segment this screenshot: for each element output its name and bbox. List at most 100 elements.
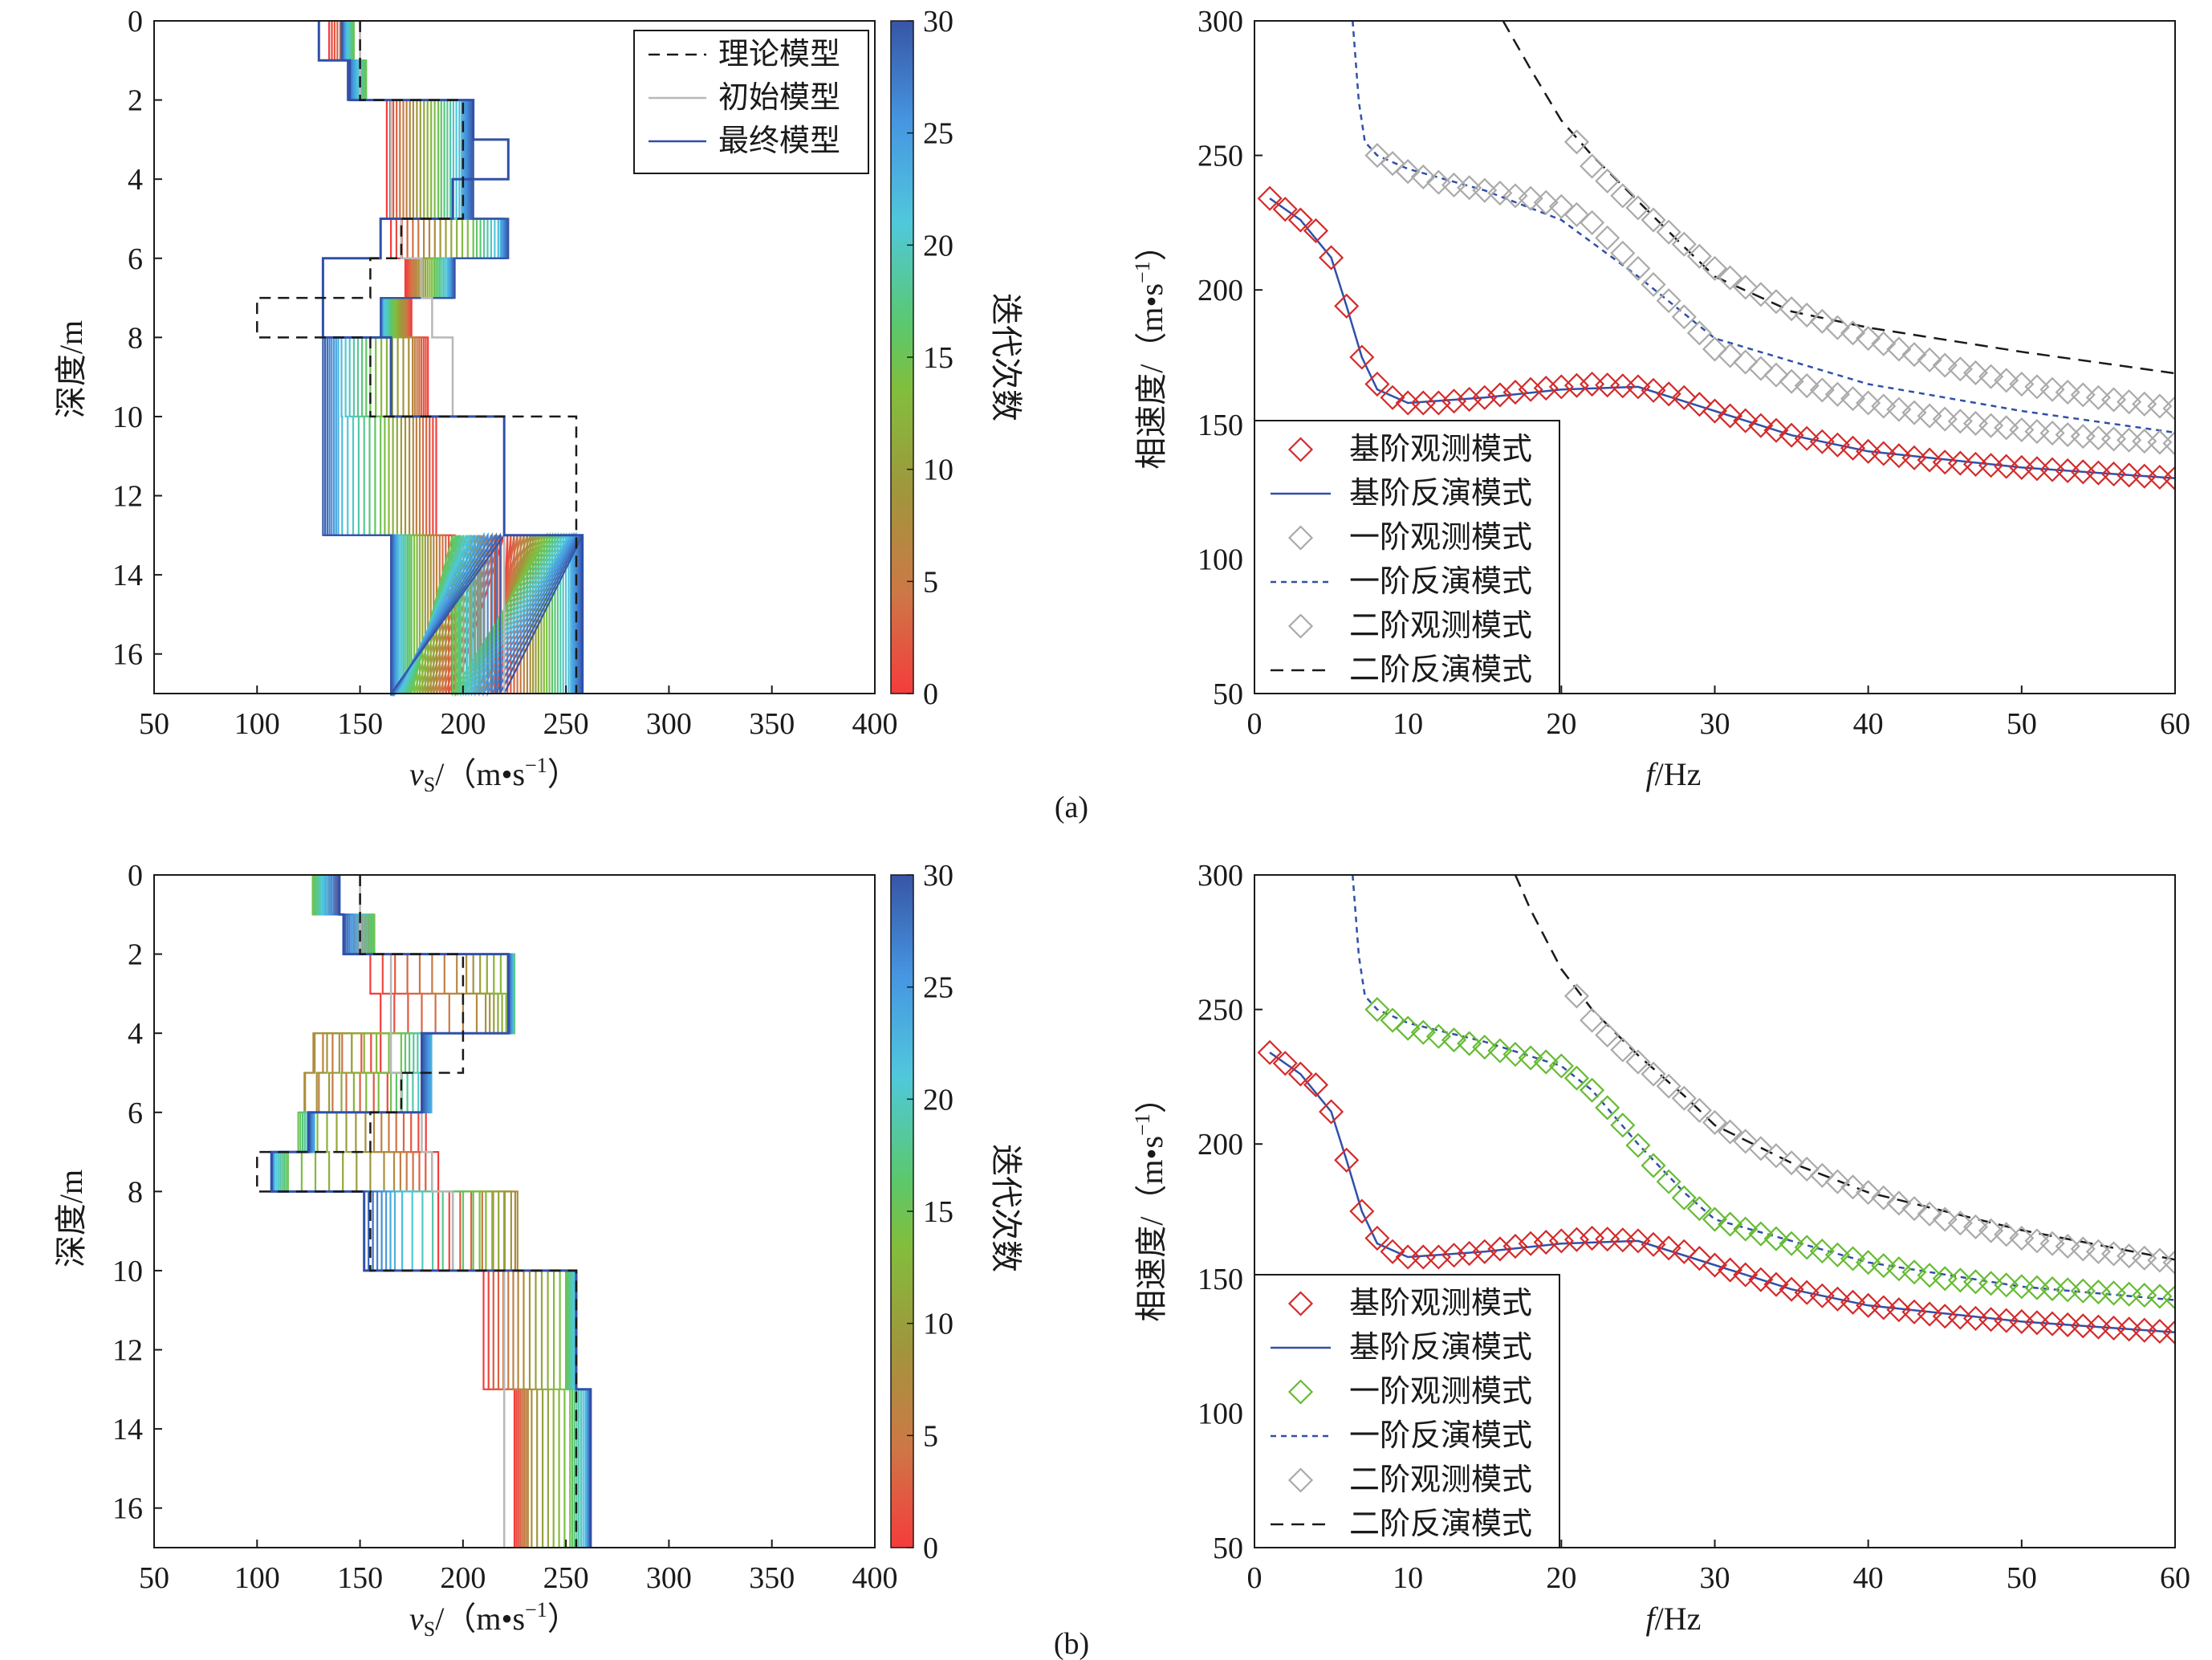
iteration-curve-19 (279, 875, 580, 1548)
profile-xlabel-var: v (409, 756, 424, 792)
data-point-marker (1947, 409, 1973, 434)
data-point-marker (1610, 373, 1636, 399)
data-point-marker (1871, 331, 1897, 356)
depth-profile-plot-b: 50 100 150 200 250 300 350 400 0 2 4 6 8 10 12 14 16 0 5 10… (112, 859, 954, 1595)
x-tick-label: 300 (646, 1561, 692, 1595)
x-tick-label: 250 (543, 1561, 589, 1595)
y-tick-label: 100 (1197, 543, 1243, 576)
y-tick-label: 50 (1213, 677, 1243, 711)
data-point-marker (2024, 1310, 2050, 1336)
data-point-marker (1962, 410, 1989, 437)
data-point-marker (1595, 372, 1620, 398)
disp-ylabel-b: 相速度/（m•s−1） (1131, 1081, 1169, 1321)
y-tick-label: 4 (128, 1017, 143, 1051)
data-point-marker (1380, 1239, 1405, 1264)
data-point-marker (1257, 1040, 1283, 1065)
data-point-marker (1794, 372, 1820, 399)
data-point-marker (1856, 325, 1881, 352)
data-point-marker (1518, 1045, 1543, 1071)
data-point-marker (2147, 1284, 2173, 1309)
data-point-marker (1733, 1216, 1759, 1242)
data-point-marker (1319, 245, 1344, 271)
y-tick-label: 300 (1197, 859, 1243, 893)
data-point-marker (2132, 429, 2157, 454)
data-point-marker (1763, 1271, 1789, 1297)
data-point-marker (1502, 183, 1528, 209)
data-point-marker (2132, 463, 2157, 489)
data-point-marker (1748, 1267, 1774, 1292)
data-point-marker (2085, 460, 2111, 486)
data-point-marker (1671, 304, 1697, 330)
disp-ylabel-sup: −1 (1131, 261, 1154, 283)
data-point-marker (1548, 193, 1574, 219)
data-point-marker (1763, 1143, 1789, 1169)
data-point-marker (1856, 390, 1881, 416)
x-tick-label: 30 (1700, 1561, 1730, 1595)
data-point-marker (2055, 380, 2080, 405)
data-point-marker (1548, 374, 1574, 400)
data-point-marker (1671, 1239, 1697, 1264)
colorbar-tick-label: 20 (923, 1083, 954, 1117)
data-point-marker (1779, 1231, 1804, 1256)
data-point-marker (2162, 430, 2175, 456)
data-point-marker (2085, 1239, 2111, 1264)
data-point-marker (1671, 1085, 1697, 1111)
data-point-marker (2055, 1312, 2080, 1338)
data-point-marker (1625, 1133, 1651, 1158)
data-point-marker (2024, 1275, 2050, 1300)
data-point-marker (1502, 380, 1528, 405)
data-point-marker (1809, 377, 1835, 403)
data-point-marker (1364, 143, 1390, 169)
data-point-marker (2070, 1236, 2096, 1262)
data-point-marker (1978, 453, 2004, 478)
data-point-marker (2132, 391, 2157, 417)
y-tick-label: 200 (1197, 1128, 1243, 1162)
x-tick-label: 60 (2160, 707, 2190, 741)
plot-frame (153, 20, 876, 694)
data-point-marker (2116, 427, 2142, 453)
data-point-marker (1856, 1292, 1881, 1318)
legend-box (1254, 1274, 1560, 1548)
data-point-marker (1686, 1196, 1712, 1222)
data-point-marker (1962, 451, 1989, 477)
profile-xlabel-unit: /（m•s (435, 756, 525, 792)
data-point-marker (1763, 289, 1789, 315)
data-point-marker (1563, 1065, 1590, 1091)
data-point-marker (1457, 1031, 1482, 1056)
data-point-marker (2147, 1318, 2173, 1345)
data-point-marker (1840, 1246, 1866, 1271)
legend-marker (1287, 525, 1314, 551)
disp-xlabel-a: f/Hz (1646, 756, 1702, 792)
legend-marker (1287, 613, 1314, 639)
data-point-marker (2009, 371, 2035, 397)
data-point-marker (1441, 1243, 1467, 1268)
data-point-marker (1901, 445, 1927, 470)
data-point-marker (1472, 384, 1498, 410)
data-point-marker (1303, 1072, 1329, 1098)
legend-box (1254, 420, 1560, 694)
data-point-marker (1319, 1099, 1344, 1125)
disp-ylabel-close: ） (1133, 229, 1169, 261)
data-point-marker (1886, 1190, 1912, 1216)
data-point-marker (1457, 386, 1482, 413)
x-tick-label: 300 (646, 707, 692, 741)
disp-xlabel-unit: /Hz (1655, 1601, 1702, 1637)
legend-label: 基阶反演模式 (1349, 1331, 1532, 1365)
y-tick-label: 2 (128, 84, 143, 118)
data-point-marker (2039, 1276, 2065, 1302)
legend-label: 二阶观测模式 (1349, 1463, 1532, 1497)
legend-label: 理论模型 (718, 38, 840, 71)
data-point-marker (2100, 387, 2127, 413)
data-point-marker (2070, 382, 2096, 408)
theory-model-line (256, 875, 578, 1548)
data-point-marker (1425, 169, 1451, 195)
series-line-3 (1352, 21, 2175, 434)
data-point-marker (1487, 382, 1513, 408)
colorbar-tick-label: 0 (923, 677, 938, 711)
data-point-marker (1656, 288, 1681, 314)
data-point-marker (1840, 1174, 1866, 1200)
data-point-marker (1656, 381, 1681, 407)
profile-xlabel-sub: S (424, 773, 435, 796)
data-point-marker (1779, 1276, 1804, 1302)
data-point-marker (1533, 189, 1559, 215)
